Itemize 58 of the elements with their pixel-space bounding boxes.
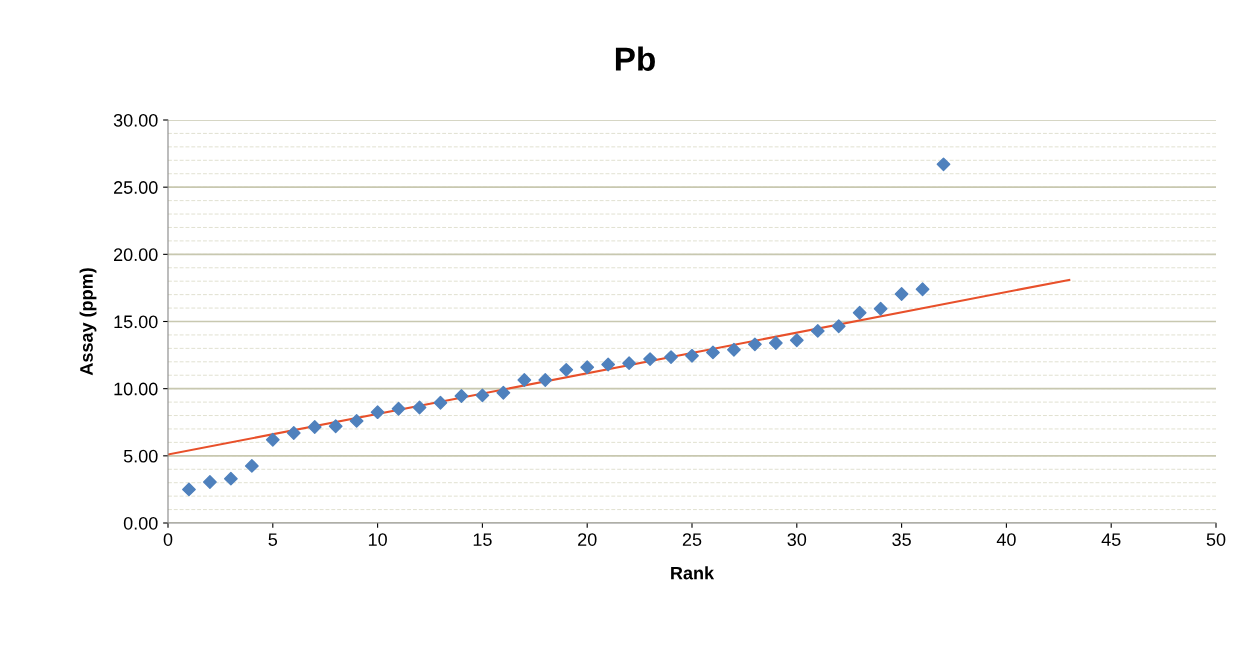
point: [831, 319, 846, 334]
y-tick-label: 15.00: [114, 315, 158, 329]
point: [496, 385, 511, 400]
y-tick-label: 10.00: [114, 382, 158, 396]
point: [538, 373, 553, 387]
point: [706, 345, 720, 360]
point: [454, 389, 469, 403]
point: [789, 333, 804, 348]
point: [223, 471, 238, 486]
point: [307, 420, 322, 434]
point: [936, 157, 951, 172]
point: [517, 373, 532, 387]
point: [915, 282, 930, 297]
point: [433, 395, 448, 410]
point: [601, 357, 616, 372]
point: [182, 482, 196, 497]
x-tick-label: 35: [892, 533, 911, 546]
x-tick-label: 5: [268, 533, 278, 546]
point: [810, 323, 825, 338]
point: [265, 432, 280, 447]
y-tick-label: 5.00: [123, 449, 158, 463]
y-tick-label: 20.00: [114, 248, 158, 262]
y-tick-label: 30.00: [113, 113, 158, 127]
point: [412, 400, 427, 415]
x-axis-title: Rank: [671, 566, 715, 580]
point: [244, 459, 259, 473]
x-tick-label: 20: [578, 533, 597, 546]
point: [391, 401, 406, 416]
point: [475, 388, 490, 403]
y-tick-label: 25.00: [114, 181, 158, 194]
point: [727, 342, 741, 357]
y-tick-label: 0.00: [123, 516, 158, 530]
point: [203, 475, 217, 489]
point: [664, 350, 678, 365]
point: [370, 405, 385, 420]
chart-title: Pb: [615, 46, 655, 71]
point: [685, 348, 699, 363]
x-tick-label: 30: [787, 533, 807, 546]
x-tick-label: 40: [996, 533, 1016, 546]
x-tick-label: 10: [368, 533, 387, 546]
point: [852, 305, 867, 320]
point: [622, 356, 637, 371]
y-axis-title: Assay (ppm): [79, 268, 97, 376]
x-tick-label: 45: [1101, 533, 1121, 546]
x-tick-label: 50: [1206, 533, 1226, 546]
x-tick-label: 15: [473, 533, 492, 546]
point: [768, 336, 783, 350]
point: [643, 352, 657, 367]
point: [328, 419, 343, 434]
x-tick-label: 25: [682, 533, 702, 546]
point: [559, 362, 574, 377]
x-tick-label: 0: [163, 533, 173, 546]
point: [580, 360, 595, 375]
point: [747, 337, 762, 352]
point: [286, 426, 301, 440]
point: [894, 287, 909, 301]
point: [349, 414, 364, 428]
point: [873, 301, 888, 316]
